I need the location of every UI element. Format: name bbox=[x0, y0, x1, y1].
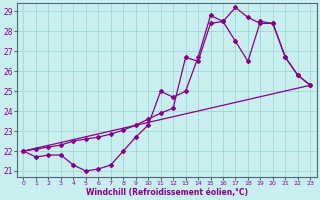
X-axis label: Windchill (Refroidissement éolien,°C): Windchill (Refroidissement éolien,°C) bbox=[86, 188, 248, 197]
